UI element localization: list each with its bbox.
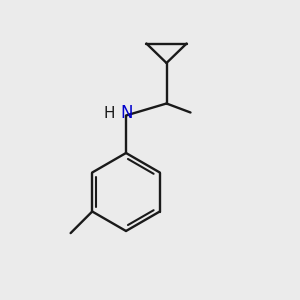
Text: H: H [104, 106, 115, 121]
Text: N: N [121, 104, 133, 122]
